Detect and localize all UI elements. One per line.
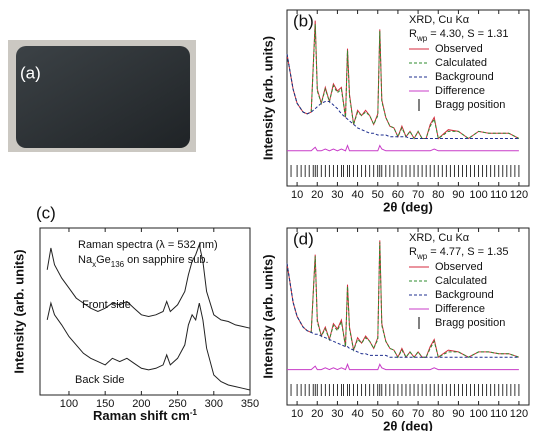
- x-tick-label: 90: [452, 189, 464, 201]
- series-line: [286, 242, 520, 359]
- annotation: Raman spectra (λ = 532 nm): [78, 239, 218, 251]
- legend-label: Calculated: [435, 57, 487, 69]
- photo-panel: (a): [8, 40, 196, 152]
- panel-label: (d): [293, 229, 314, 248]
- plot-frame: [286, 9, 530, 187]
- series-line: [287, 144, 519, 152]
- x-axis-label-part: Raman shift cm: [93, 408, 190, 423]
- sample-film: [16, 46, 190, 148]
- series-label: Back Side: [75, 374, 125, 386]
- x-tick-label: 50: [372, 189, 384, 201]
- x-tick-label: 110: [490, 408, 508, 420]
- annotation-part: on sapphire sub.: [124, 254, 208, 266]
- annotation-part: R: [409, 246, 417, 258]
- x-tick-label: 80: [432, 189, 444, 201]
- x-tick-label: 80: [432, 408, 444, 420]
- x-tick-label: 110: [490, 189, 508, 201]
- annotation-part: = 4.30, S = 1.31: [427, 28, 508, 40]
- x-tick-label: 300: [205, 398, 223, 410]
- legend-label: Difference: [435, 303, 485, 315]
- legend-label: Background: [435, 71, 494, 83]
- annotation-part: x: [92, 260, 96, 269]
- annotation-part: = 4.77, S = 1.35: [427, 246, 508, 258]
- annotation: NaxGe136 on sapphire sub.: [78, 254, 209, 269]
- y-axis-label: Intensity (arb. units): [11, 249, 26, 373]
- plot-frame: [39, 227, 251, 396]
- annotation: Rwp = 4.77, S = 1.35: [409, 246, 509, 261]
- x-tick-label: 90: [452, 408, 464, 420]
- x-tick-label: 100: [469, 189, 487, 201]
- series-line: [46, 242, 251, 329]
- x-axis-label: 2θ (deg): [383, 418, 433, 431]
- legend-label: Bragg position: [435, 99, 505, 111]
- annotation: XRD, Cu Kα: [409, 14, 470, 26]
- series-label: Front side: [82, 299, 131, 311]
- x-tick-label: 60: [392, 189, 404, 201]
- plot-frame: [286, 227, 530, 406]
- series-line: [286, 24, 520, 140]
- x-tick-label: 200: [132, 398, 150, 410]
- x-tick-label: 350: [241, 398, 259, 410]
- x-axis-label-part: -1: [190, 408, 198, 417]
- panel-label: (c): [36, 203, 56, 222]
- x-tick-label: 70: [412, 408, 424, 420]
- x-tick-label: 120: [510, 189, 528, 201]
- x-tick-label: 60: [392, 408, 404, 420]
- annotation-part: wp: [416, 34, 428, 43]
- x-tick-label: 20: [311, 408, 323, 420]
- series-line: [46, 301, 251, 391]
- legend-label: Background: [435, 289, 494, 301]
- panel-label: (b): [293, 11, 314, 30]
- x-tick-label: 50: [372, 408, 384, 420]
- x-tick-label: 40: [351, 189, 363, 201]
- legend-label: Difference: [435, 85, 485, 97]
- annotation-part: 136: [111, 260, 125, 269]
- x-tick-label: 10: [291, 189, 303, 201]
- x-tick-label: 30: [331, 408, 343, 420]
- x-tick-label: 30: [331, 189, 343, 201]
- legend-label: Bragg position: [435, 317, 505, 329]
- legend-label: Observed: [435, 261, 483, 273]
- annotation: XRD, Cu Kα: [409, 232, 470, 244]
- annotation: Rwp = 4.30, S = 1.31: [409, 28, 509, 43]
- x-tick-label: 150: [96, 398, 114, 410]
- annotation-part: wp: [416, 252, 428, 261]
- y-axis-label: Intensity (arb. units): [260, 254, 275, 378]
- x-tick-label: 70: [412, 189, 424, 201]
- x-tick-label: 20: [311, 189, 323, 201]
- series-line: [287, 362, 519, 371]
- x-tick-label: 10: [291, 408, 303, 420]
- x-tick-label: 120: [510, 408, 528, 420]
- annotation-part: R: [409, 28, 417, 40]
- x-tick-label: 250: [168, 398, 186, 410]
- x-tick-label: 100: [60, 398, 78, 410]
- panel-label: (a): [20, 63, 41, 82]
- x-axis-label: Raman shift cm-1: [93, 408, 197, 424]
- x-axis-label: 2θ (deg): [383, 199, 433, 214]
- series-line: [286, 53, 519, 139]
- legend-label: Calculated: [435, 275, 487, 287]
- annotation-part: Na: [78, 254, 93, 266]
- annotation-part: Ge: [96, 254, 111, 266]
- series-line: [286, 263, 519, 358]
- x-tick-label: 100: [469, 408, 487, 420]
- legend-label: Observed: [435, 43, 483, 55]
- y-axis-label: Intensity (arb. units): [260, 36, 275, 160]
- x-tick-label: 40: [351, 408, 363, 420]
